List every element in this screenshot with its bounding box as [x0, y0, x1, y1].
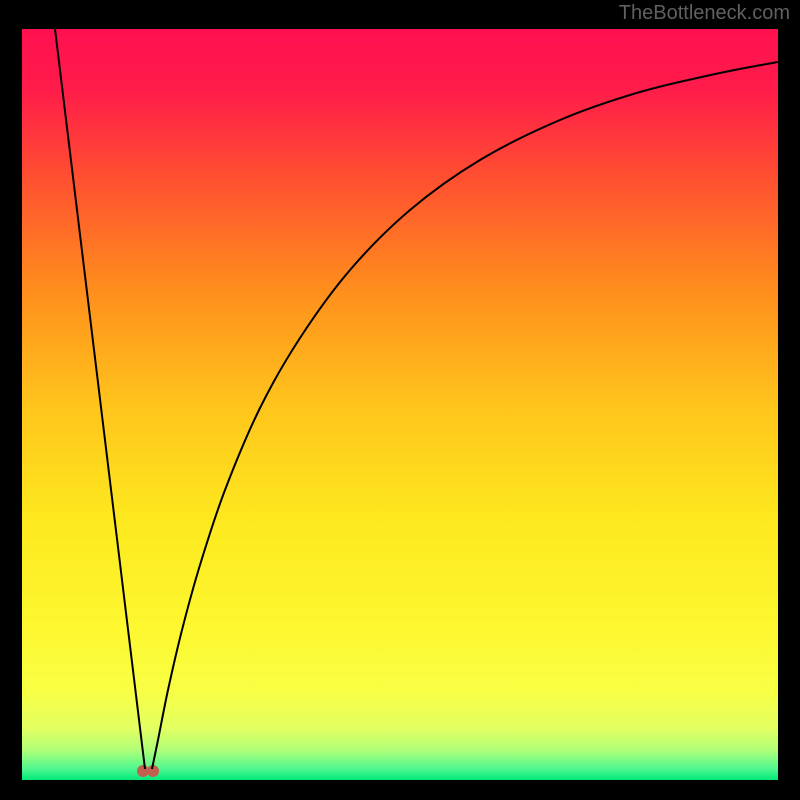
chart-frame	[0, 0, 800, 800]
watermark-text: TheBottleneck.com	[619, 2, 790, 25]
